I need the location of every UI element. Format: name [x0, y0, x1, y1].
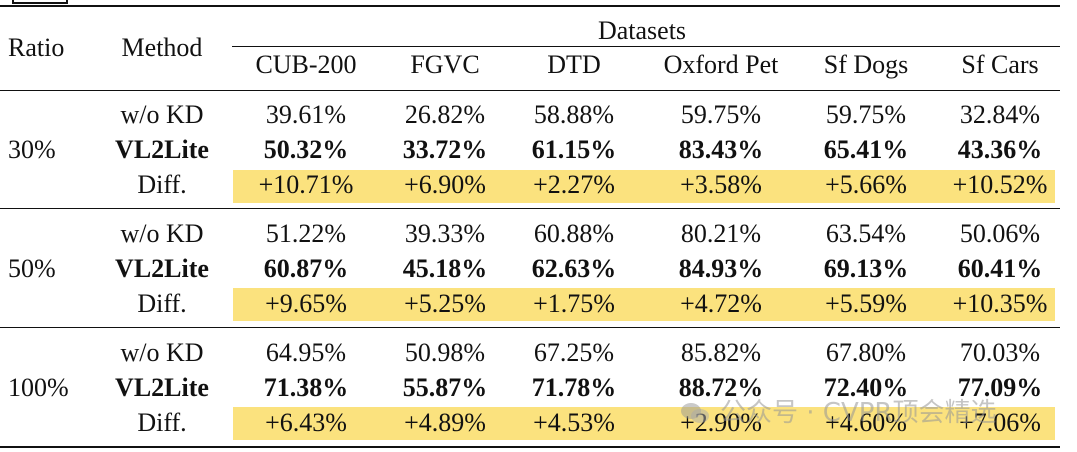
method-cell: VL2Lite — [115, 373, 209, 402]
diff-cell: +4.89% — [404, 408, 486, 437]
method-cell: w/o KD — [120, 100, 204, 129]
datasets-underline — [232, 46, 1060, 47]
value-cell: 59.75% — [825, 100, 907, 129]
bottom-rule — [0, 446, 1060, 448]
diff-highlight-50 — [233, 288, 1055, 321]
value-cell: 43.36% — [957, 135, 1043, 164]
value-cell: 62.63% — [531, 254, 617, 283]
column-header: Oxford Pet — [663, 50, 779, 79]
group-rule-1 — [0, 208, 1060, 209]
column-header: Sf Dogs — [823, 50, 909, 79]
value-cell: 83.43% — [678, 135, 764, 164]
ratio-cell: 30% — [8, 135, 56, 164]
group-rule-2 — [0, 327, 1060, 328]
method-header: Method — [121, 33, 203, 62]
value-cell: 67.80% — [825, 338, 907, 367]
value-cell: 60.87% — [263, 254, 349, 283]
column-header: CUB-200 — [255, 50, 357, 79]
method-cell: Diff. — [137, 408, 187, 437]
diff-highlight-100 — [233, 407, 1055, 440]
watermark-text: 公众号 · CVPR顶会精选 — [720, 398, 997, 428]
diff-cell: +5.66% — [825, 170, 907, 199]
value-cell: 63.54% — [825, 219, 907, 248]
value-cell: 50.32% — [263, 135, 349, 164]
diff-cell: +6.90% — [404, 170, 486, 199]
value-cell: 55.87% — [402, 373, 488, 402]
method-cell: Diff. — [137, 289, 187, 318]
value-cell: 26.82% — [404, 100, 486, 129]
value-cell: 33.72% — [402, 135, 488, 164]
value-cell: 88.72% — [678, 373, 764, 402]
diff-cell: +10.52% — [952, 170, 1048, 199]
method-cell: Diff. — [137, 170, 187, 199]
column-header: FGVC — [410, 50, 480, 79]
value-cell: 71.38% — [263, 373, 349, 402]
value-cell: 77.09% — [957, 373, 1043, 402]
datasets-header: Datasets — [597, 16, 687, 45]
method-cell: w/o KD — [120, 338, 204, 367]
diff-cell: +10.71% — [258, 170, 354, 199]
value-cell: 72.40% — [823, 373, 909, 402]
value-cell: 58.88% — [533, 100, 615, 129]
method-cell: w/o KD — [120, 219, 204, 248]
method-cell: VL2Lite — [115, 135, 209, 164]
watermark: 公众号 · CVPR顶会精选 — [680, 392, 996, 429]
value-cell: 60.88% — [533, 219, 615, 248]
diff-cell: +10.35% — [952, 289, 1048, 318]
value-cell: 61.15% — [531, 135, 617, 164]
value-cell: 84.93% — [678, 254, 764, 283]
value-cell: 39.33% — [404, 219, 486, 248]
diff-cell: +9.65% — [265, 289, 347, 318]
diff-highlight-30 — [233, 170, 1055, 203]
diff-cell: +4.53% — [533, 408, 615, 437]
value-cell: 50.98% — [404, 338, 486, 367]
value-cell: 85.82% — [680, 338, 762, 367]
column-header: Sf Cars — [961, 50, 1039, 79]
ratio-header: Ratio — [8, 33, 65, 62]
diff-cell: +7.06% — [959, 408, 1041, 437]
diff-cell: +6.43% — [265, 408, 347, 437]
value-cell: 50.06% — [959, 219, 1041, 248]
value-cell: 60.41% — [957, 254, 1043, 283]
diff-cell: +5.59% — [825, 289, 907, 318]
header-rule — [0, 90, 1060, 91]
value-cell: 45.18% — [402, 254, 488, 283]
value-cell: 69.13% — [823, 254, 909, 283]
value-cell: 80.21% — [680, 219, 762, 248]
value-cell: 71.78% — [531, 373, 617, 402]
value-cell: 59.75% — [680, 100, 762, 129]
ratio-cell: 100% — [8, 373, 69, 402]
wechat-icon — [681, 403, 709, 423]
value-cell: 32.84% — [959, 100, 1041, 129]
value-cell: 70.03% — [959, 338, 1041, 367]
value-cell: 51.22% — [265, 219, 347, 248]
diff-cell: +1.75% — [533, 289, 615, 318]
diff-cell: +4.60% — [825, 408, 907, 437]
method-cell: VL2Lite — [115, 254, 209, 283]
value-cell: 39.61% — [265, 100, 347, 129]
diff-cell: +5.25% — [404, 289, 486, 318]
top-bracket-mark — [12, 0, 68, 4]
diff-cell: +4.72% — [680, 289, 762, 318]
column-header: DTD — [547, 50, 601, 79]
ratio-cell: 50% — [8, 254, 56, 283]
value-cell: 67.25% — [533, 338, 615, 367]
value-cell: 65.41% — [823, 135, 909, 164]
diff-cell: +3.58% — [680, 170, 762, 199]
diff-cell: +2.27% — [533, 170, 615, 199]
value-cell: 64.95% — [265, 338, 347, 367]
top-rule — [0, 5, 1060, 7]
